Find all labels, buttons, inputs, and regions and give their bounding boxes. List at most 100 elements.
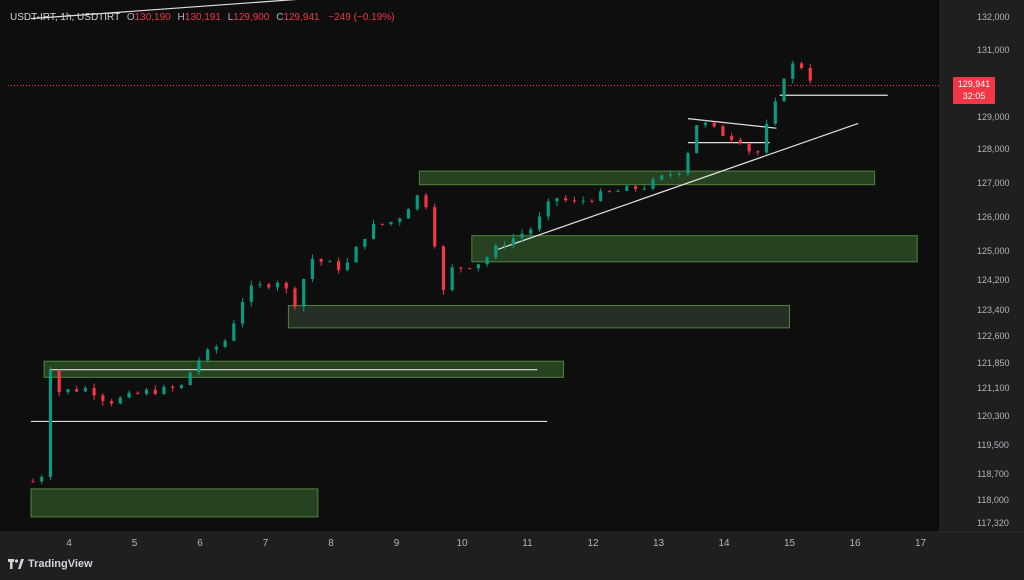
candle-body [249, 285, 253, 302]
y-tick-label: 126,000 [977, 212, 1010, 222]
candle-body [328, 261, 332, 263]
candle-body [337, 261, 341, 271]
candle-body [459, 267, 463, 269]
candle-body [485, 257, 489, 265]
x-tick-label: 17 [915, 538, 927, 549]
close-key: C [276, 12, 284, 23]
supply-demand-zone-4[interactable] [471, 235, 918, 263]
candle-body [302, 279, 306, 307]
candle-body [118, 397, 122, 404]
y-axis[interactable]: 132,000 131,000 129,000 128,000 127,000 126,0… [977, 12, 1010, 528]
current-price-badge: 129,941 32:05 [953, 77, 995, 105]
low-key: L [227, 12, 234, 23]
candle-body [660, 175, 664, 180]
candle-body [581, 200, 585, 202]
supply-demand-zone-1[interactable] [30, 488, 319, 518]
candle-body [564, 198, 568, 201]
candle-body [101, 395, 105, 402]
candle-body [171, 386, 175, 389]
candle-body [686, 153, 690, 174]
close-value: 129,941 [283, 12, 320, 23]
x-tick-label: 5 [132, 538, 138, 549]
candle-body [398, 218, 402, 222]
candle-body [625, 186, 629, 191]
low-value: 129,900 [233, 12, 270, 23]
candle-body [756, 151, 760, 153]
x-tick-label: 14 [718, 538, 730, 549]
y-tick-label: 125,000 [977, 246, 1010, 256]
candle-body [651, 179, 655, 189]
candle-body [319, 258, 323, 262]
y-tick-label: 122,600 [977, 331, 1010, 341]
candle-body [153, 389, 157, 394]
candle-body [642, 188, 646, 190]
candle-body [668, 174, 673, 176]
candle-body [502, 245, 507, 247]
y-tick-label: 127,000 [977, 178, 1010, 188]
candle-body [223, 340, 227, 347]
candle-layer [31, 60, 812, 485]
y-tick-label: 131,000 [977, 45, 1010, 55]
candle-body [703, 122, 708, 126]
x-axis[interactable]: 4 5 6 7 8 9 10 11 12 13 14 15 16 17 [66, 538, 926, 549]
candle-body [214, 346, 218, 350]
candle-body [363, 238, 367, 247]
plot-area [0, 0, 940, 532]
y-tick-label: 124,200 [977, 275, 1010, 285]
candle-body [258, 284, 262, 286]
trendline-layer [30, 0, 888, 423]
high-key: H [177, 12, 185, 23]
candle-body [354, 246, 358, 263]
candle-body [345, 262, 349, 271]
candle-body [162, 386, 166, 394]
candle-body [424, 195, 428, 208]
high-value: 130,191 [184, 12, 221, 23]
candle-body [808, 68, 812, 81]
y-tick-label: 129,000 [977, 112, 1010, 122]
supply-demand-zone-3[interactable] [287, 305, 790, 329]
trendline-7[interactable] [30, 0, 305, 20]
y-tick-label: 117,320 [977, 518, 1009, 528]
candle-body [791, 63, 795, 79]
candle-body [232, 323, 236, 341]
candle-body [144, 389, 149, 394]
supply-demand-zone-5[interactable] [418, 170, 876, 186]
candle-body [546, 201, 550, 217]
candle-body [179, 385, 184, 389]
x-tick-label: 10 [456, 538, 468, 549]
candle-body [83, 387, 87, 392]
candle-body [747, 143, 751, 152]
candle-body [476, 264, 480, 269]
candle-body [75, 389, 79, 392]
candle-body [599, 191, 603, 202]
candle-body [433, 207, 437, 247]
candle-body [267, 284, 271, 288]
candle-body [188, 372, 192, 386]
candle-body [782, 78, 786, 102]
y-tick-label: 121,100 [977, 383, 1010, 393]
symbol-label[interactable]: USDT-IRT, 1h, USDTIRT [10, 12, 121, 23]
y-tick-label: 120,300 [977, 411, 1010, 421]
candle-body [712, 122, 716, 127]
x-tick-label: 12 [587, 538, 599, 549]
x-tick-label: 11 [522, 538, 533, 549]
y-tick-label: 118,000 [977, 495, 1009, 505]
change-value: −249 (−0.19%) [328, 12, 395, 23]
candle-body [721, 126, 725, 136]
trendline-4[interactable] [687, 118, 777, 129]
candle-body [92, 387, 96, 396]
trendline-3[interactable] [497, 122, 859, 250]
candle-body [529, 229, 533, 234]
candle-body [494, 245, 498, 258]
brand-logo[interactable]: TradingView [8, 558, 93, 570]
candle-body [406, 209, 411, 219]
y-tick-label: 123,400 [977, 305, 1010, 315]
candle-body [633, 186, 638, 189]
candle-body [206, 349, 210, 361]
tradingview-logo-icon [8, 559, 24, 569]
candle-body [66, 389, 70, 393]
open-key: O [126, 12, 135, 23]
candle-body [764, 123, 769, 153]
candle-body [371, 223, 376, 239]
